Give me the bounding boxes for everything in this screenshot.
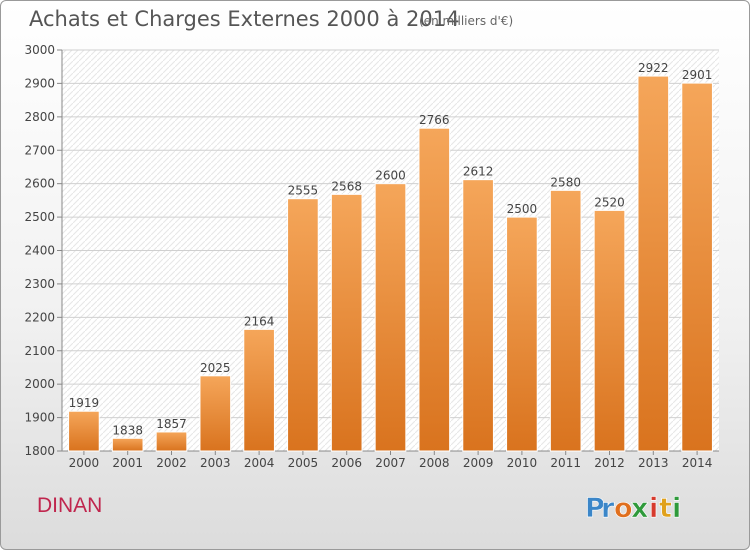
y-tick-label: 2600 bbox=[24, 177, 55, 191]
bar-2013 bbox=[637, 75, 670, 452]
bar-2010 bbox=[506, 216, 538, 452]
data-label: 1857 bbox=[156, 417, 187, 431]
y-tick-label: 2100 bbox=[24, 344, 55, 358]
x-tick-label: 2011 bbox=[550, 456, 581, 470]
y-tick-label: 1900 bbox=[24, 411, 55, 425]
y-tick-label: 2500 bbox=[24, 210, 55, 224]
data-label: 2901 bbox=[682, 68, 713, 82]
x-tick-label: 2001 bbox=[112, 456, 143, 470]
logo-letter: P bbox=[585, 493, 605, 524]
bar-2001 bbox=[111, 437, 144, 452]
data-label: 2500 bbox=[507, 202, 538, 216]
city-name: DINAN bbox=[37, 494, 103, 517]
y-tick-label: 2800 bbox=[24, 110, 55, 124]
x-tick-label: 2010 bbox=[507, 456, 538, 470]
data-label: 2580 bbox=[550, 175, 581, 189]
bar-2005 bbox=[287, 198, 319, 452]
bar-2003 bbox=[199, 375, 232, 452]
x-tick-label: 2009 bbox=[463, 456, 494, 470]
x-tick-label: 2004 bbox=[244, 456, 275, 470]
chart-title: Achats et Charges Externes 2000 à 2014 bbox=[29, 7, 460, 31]
logo-letter: t bbox=[659, 493, 672, 524]
y-tick-label: 2400 bbox=[24, 244, 55, 258]
data-label: 2164 bbox=[244, 314, 275, 328]
x-tick-label: 2008 bbox=[419, 456, 450, 470]
logo-letter: r bbox=[601, 493, 615, 524]
data-label: 2025 bbox=[200, 361, 231, 375]
x-tick-label: 2006 bbox=[331, 456, 362, 470]
logo-letter: o bbox=[614, 493, 633, 524]
data-label: 2555 bbox=[288, 184, 319, 198]
data-label: 1838 bbox=[112, 423, 143, 437]
y-tick-label: 2200 bbox=[24, 310, 55, 324]
chart-subtitle: (en milliers d'€) bbox=[419, 14, 514, 28]
bar-2004 bbox=[243, 328, 275, 452]
x-tick-label: 2003 bbox=[200, 456, 231, 470]
y-tick-label: 2900 bbox=[24, 76, 55, 90]
logo-letter: i bbox=[672, 493, 681, 524]
x-tick-label: 2002 bbox=[156, 456, 187, 470]
x-tick-label: 2013 bbox=[638, 456, 669, 470]
logo-letter: x bbox=[631, 493, 648, 524]
y-tick-label: 2700 bbox=[24, 143, 55, 157]
bar-2002 bbox=[155, 431, 188, 452]
bar-2008 bbox=[418, 127, 451, 452]
data-label: 2520 bbox=[594, 195, 625, 209]
bar-2007 bbox=[374, 183, 407, 452]
x-tick-label: 2000 bbox=[69, 456, 100, 470]
x-tick-label: 2005 bbox=[288, 456, 319, 470]
x-tick-label: 2007 bbox=[375, 456, 406, 470]
bar-2006 bbox=[330, 193, 363, 452]
data-label: 2600 bbox=[375, 169, 406, 183]
y-tick-label: 2000 bbox=[24, 377, 55, 391]
data-label: 1919 bbox=[69, 396, 100, 410]
data-label: 2766 bbox=[419, 113, 450, 127]
y-tick-label: 3000 bbox=[24, 43, 55, 57]
bar-2009 bbox=[462, 179, 494, 452]
logo-letter: i bbox=[649, 493, 658, 524]
data-label: 2922 bbox=[638, 61, 669, 75]
bar-2012 bbox=[593, 209, 626, 452]
bar-2011 bbox=[549, 189, 582, 452]
x-tick-label: 2012 bbox=[594, 456, 625, 470]
data-label: 2612 bbox=[463, 165, 494, 179]
y-tick-label: 1800 bbox=[24, 444, 55, 458]
y-tick-label: 2300 bbox=[24, 277, 55, 291]
bar-2014 bbox=[681, 82, 713, 452]
bar-2000 bbox=[68, 410, 100, 452]
data-label: 2568 bbox=[331, 179, 362, 193]
x-tick-label: 2014 bbox=[682, 456, 713, 470]
proxiti-logo: Pr ox i t i bbox=[585, 493, 682, 525]
